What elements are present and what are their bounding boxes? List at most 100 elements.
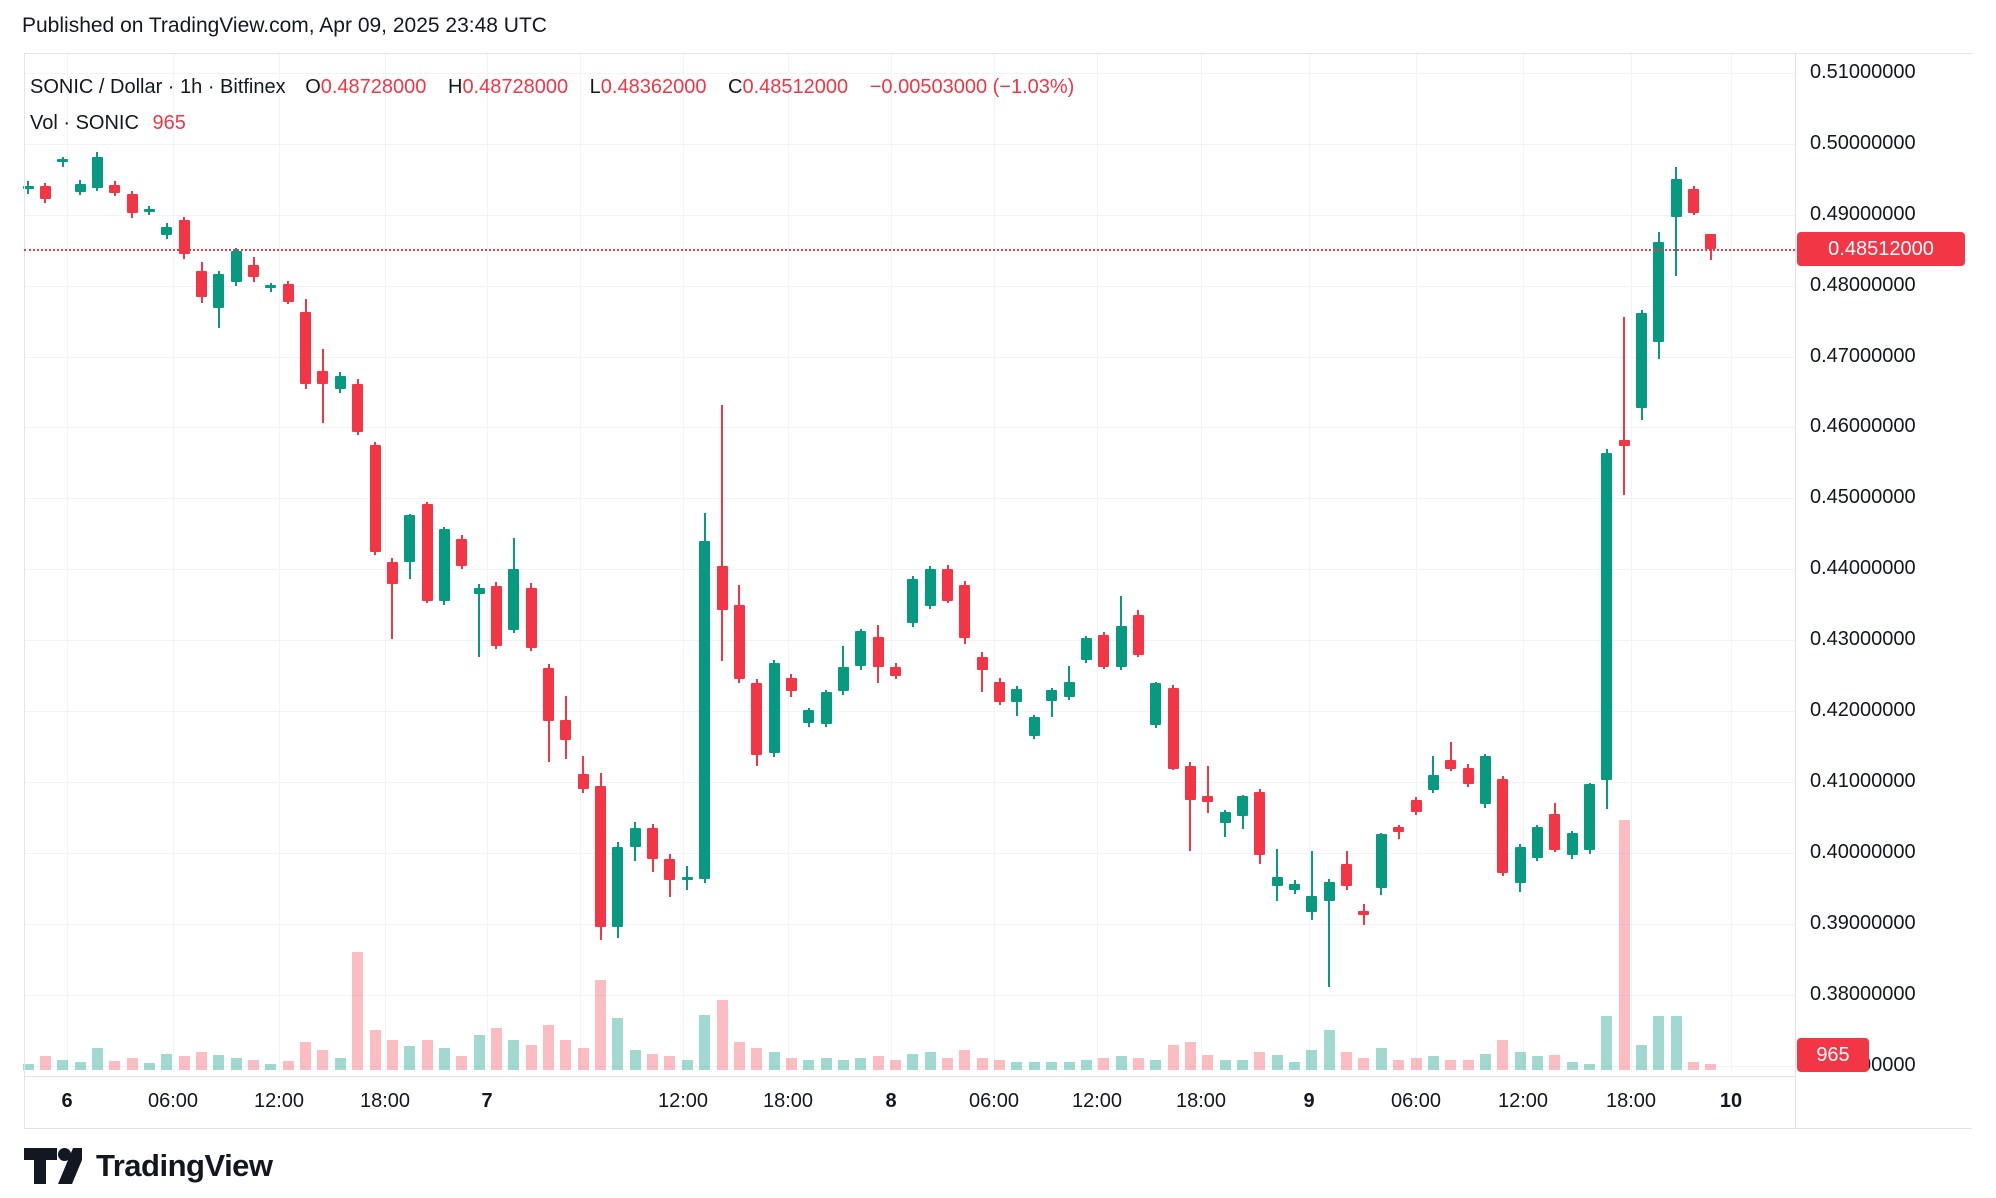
candle-body (664, 858, 676, 880)
pane-border-left (24, 53, 25, 1128)
candle-body (178, 219, 190, 254)
candle-body (1549, 813, 1561, 851)
volume-bar (1705, 1064, 1717, 1070)
candle-body (126, 194, 138, 213)
candle-body (161, 226, 173, 235)
candle-body (282, 283, 294, 302)
candle-body (785, 678, 797, 692)
volume-bar (22, 1064, 34, 1070)
candle-body (334, 375, 346, 390)
vertical-gridline (683, 53, 684, 1072)
candle-body (265, 284, 277, 288)
legend-volume-row: Vol · SONIC 965 (30, 112, 186, 135)
horizontal-gridline (24, 853, 1795, 854)
volume-bar (1063, 1062, 1075, 1070)
candle-body (595, 785, 607, 928)
tradingview-logo-text: TradingView (96, 1148, 273, 1183)
time-axis-label: 8 (885, 1090, 897, 1112)
time-axis-label: 18:00 (762, 1090, 814, 1112)
volume-bar (525, 1045, 537, 1070)
vertical-gridline (1731, 53, 1732, 1072)
volume-bar (1306, 1050, 1318, 1070)
candle-body (1150, 683, 1162, 726)
time-axis-label: 12:00 (1497, 1090, 1549, 1112)
volume-bar (1636, 1045, 1648, 1070)
candle-body (543, 667, 554, 722)
volume-bar (126, 1058, 138, 1070)
volume-bar (716, 1000, 728, 1070)
price-axis-label: 0.44000000 (1810, 557, 1916, 579)
vertical-gridline (173, 53, 174, 1072)
candle-body (1011, 689, 1023, 702)
volume-bar (196, 1052, 207, 1070)
candle-body (820, 691, 832, 724)
volume-bar (837, 1060, 849, 1070)
candle-wick (1276, 848, 1279, 902)
volume-bar (230, 1058, 242, 1070)
horizontal-gridline (24, 640, 1795, 641)
time-axis-label: 12:00 (657, 1090, 709, 1112)
last-price-line (24, 249, 1795, 251)
volume-bar (1393, 1060, 1405, 1070)
volume-label: Vol · SONIC (30, 112, 139, 134)
volume-bar (1601, 1016, 1613, 1070)
time-axis[interactable]: 6 06:00 12:00 18:00 7 12:00 18:00 8 06:00 12:00 18… (0, 1090, 1996, 1128)
volume-badge: 965 (1797, 1038, 1869, 1072)
volume-bar (161, 1054, 173, 1070)
volume-bar (1618, 820, 1630, 1070)
candle-body (924, 568, 936, 607)
volume-bar (1549, 1055, 1561, 1070)
candle-body (1566, 833, 1578, 856)
candle-wick (1328, 879, 1331, 987)
candle-wick (1224, 810, 1227, 838)
candle-body (768, 662, 780, 753)
vertical-gridline (279, 53, 280, 1072)
horizontal-gridline (24, 286, 1795, 287)
volume-bar (248, 1060, 260, 1070)
price-axis[interactable]: 0.51000000 0.50000000 0.49000000 0.48000000… (1795, 53, 1996, 1128)
volume-bar (282, 1061, 294, 1070)
volume-bar (1115, 1056, 1127, 1070)
candle-body (1115, 626, 1127, 668)
price-axis-label: 0.41000000 (1810, 770, 1916, 792)
candle-body (560, 720, 572, 741)
candle-body (57, 159, 69, 163)
tradingview-logo[interactable]: TradingView (24, 1148, 273, 1184)
candle-body (1184, 766, 1196, 801)
candle-body (1098, 635, 1110, 668)
close-value: 0.48512000 (742, 76, 849, 98)
horizontal-gridline (24, 782, 1795, 783)
volume-bar (404, 1046, 416, 1070)
volume-bar (39, 1056, 51, 1070)
candle-body (490, 585, 502, 646)
volume-bar (352, 952, 364, 1070)
vertical-gridline (788, 53, 789, 1072)
volume-bar (595, 980, 607, 1070)
volume-bar (1202, 1055, 1214, 1070)
volume-bar (1098, 1058, 1110, 1070)
volume-bar (1289, 1062, 1301, 1070)
horizontal-gridline (24, 215, 1795, 216)
candle-body (837, 667, 849, 692)
candle-body (1445, 760, 1457, 769)
volume-bar (629, 1050, 641, 1070)
high-label: H (447, 76, 463, 98)
candle-body (1427, 774, 1439, 790)
candle-body (39, 185, 51, 200)
candle-body (508, 568, 520, 630)
tradingview-logo-icon (24, 1148, 82, 1184)
volume-bar (1514, 1052, 1526, 1070)
candle-body (1375, 834, 1387, 888)
price-axis-label: 0.38000000 (1810, 983, 1916, 1005)
candle-body (74, 183, 86, 193)
time-axis-label: 12:00 (253, 1090, 305, 1112)
candle-body (716, 566, 728, 611)
vertical-gridline (67, 53, 68, 1072)
volume-bar (473, 1035, 485, 1070)
time-axis-label: 06:00 (147, 1090, 199, 1112)
horizontal-gridline (24, 1066, 1795, 1067)
volume-bar (1410, 1058, 1422, 1070)
candle-body (577, 774, 589, 790)
open-value: 0.48728000 (320, 76, 427, 98)
